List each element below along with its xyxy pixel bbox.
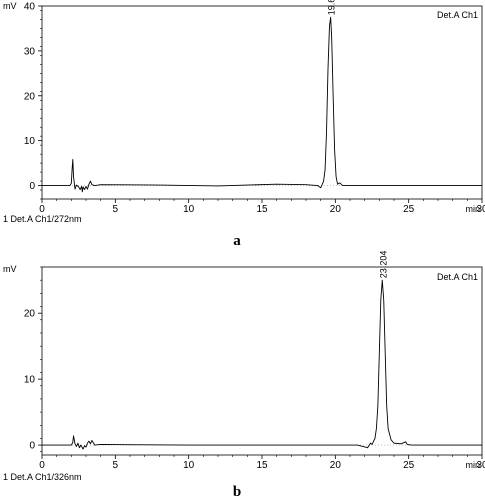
x-tick-label: 15 <box>256 204 268 215</box>
x-tick-label: 20 <box>330 460 342 471</box>
plot-frame <box>41 266 483 456</box>
x-tick-label: 15 <box>256 460 268 471</box>
x-tick-label: 30 <box>476 204 485 215</box>
chromatogram-trace <box>42 16 482 193</box>
x-tick-label: 5 <box>113 204 119 215</box>
y-axis-label: mV <box>3 264 17 274</box>
y-tick-label: 20 <box>24 309 36 320</box>
y-tick-label: 0 <box>29 181 35 192</box>
y-tick-label: 30 <box>24 46 36 57</box>
x-tick-label: 25 <box>403 460 415 471</box>
y-axis-label: mV <box>3 1 17 11</box>
legend-entry: 1 Det.A Ch1/272nm <box>3 214 82 224</box>
y-tick-label: 0 <box>29 441 35 452</box>
x-tick-label: 0 <box>39 204 45 215</box>
y-tick-label: 20 <box>24 91 36 102</box>
detector-label: Det.A Ch1 <box>437 10 478 20</box>
legend-entry: 1 Det.A Ch1/326nm <box>3 472 82 482</box>
y-tick-label: 10 <box>24 375 36 386</box>
x-tick-label: 20 <box>330 204 342 215</box>
detector-label: Det.A Ch1 <box>437 272 478 282</box>
chromatogram-panel-a: 0 5 10 15 20 25 30 0 10 20 30 40 mV min Det.A Ch1 1 Det… <box>3 0 485 249</box>
x-tick-label: 10 <box>183 204 195 215</box>
x-tick-label: 30 <box>476 460 485 471</box>
x-tick-label: 10 <box>183 460 195 471</box>
x-tick-label: 5 <box>113 460 119 471</box>
panel-label: b <box>233 484 241 499</box>
peak-retention-label: 23.204 <box>378 251 388 279</box>
x-tick-label: 25 <box>403 204 415 215</box>
y-tick-label: 10 <box>24 136 36 147</box>
x-axis-label: min <box>465 460 480 470</box>
chromatogram-panel-b: 0 5 10 15 20 25 30 0 10 20 mV min Det.A Ch1 1 Det.A C… <box>3 251 485 499</box>
peak-retention-label: 19.679 <box>327 0 337 15</box>
panel-label: a <box>233 233 241 249</box>
x-axis-label: min <box>465 204 480 214</box>
y-tick-label: 40 <box>24 2 36 13</box>
x-tick-label: 0 <box>39 460 45 471</box>
plot-frame <box>41 5 483 200</box>
chromatogram-trace <box>42 279 482 450</box>
